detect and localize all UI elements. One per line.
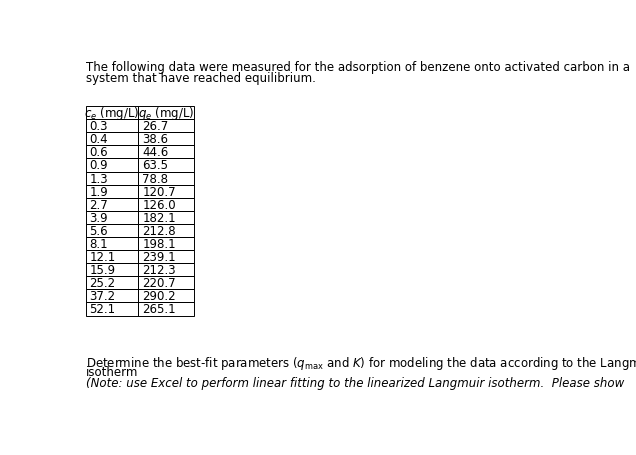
Text: 15.9: 15.9 bbox=[90, 263, 116, 277]
Bar bbox=[86, 290, 139, 303]
Bar bbox=[86, 277, 139, 290]
Text: 12.1: 12.1 bbox=[90, 251, 116, 263]
Bar bbox=[139, 120, 194, 133]
Text: 3.9: 3.9 bbox=[90, 212, 108, 224]
Text: 63.5: 63.5 bbox=[142, 159, 169, 172]
Bar bbox=[139, 146, 194, 159]
Text: 290.2: 290.2 bbox=[142, 290, 176, 303]
Text: isotherm: isotherm bbox=[86, 365, 138, 378]
Bar bbox=[139, 159, 194, 172]
Bar bbox=[86, 263, 139, 277]
Text: The following data were measured for the adsorption of benzene onto activated ca: The following data were measured for the… bbox=[86, 61, 630, 74]
Bar bbox=[139, 263, 194, 277]
Bar bbox=[86, 224, 139, 238]
Text: 220.7: 220.7 bbox=[142, 277, 176, 290]
Bar bbox=[86, 198, 139, 211]
Bar bbox=[139, 185, 194, 198]
Text: 120.7: 120.7 bbox=[142, 185, 176, 198]
Text: 37.2: 37.2 bbox=[90, 290, 116, 303]
Text: 2.7: 2.7 bbox=[90, 198, 108, 211]
Bar bbox=[86, 146, 139, 159]
Bar bbox=[139, 172, 194, 185]
Text: 8.1: 8.1 bbox=[90, 238, 108, 250]
Text: 198.1: 198.1 bbox=[142, 238, 176, 250]
Bar bbox=[86, 251, 139, 263]
Text: 44.6: 44.6 bbox=[142, 146, 169, 159]
Text: 1.9: 1.9 bbox=[90, 185, 108, 198]
Text: $q_e$ (mg/L): $q_e$ (mg/L) bbox=[138, 105, 195, 122]
Bar bbox=[86, 211, 139, 224]
Bar bbox=[86, 107, 139, 120]
Text: 5.6: 5.6 bbox=[90, 224, 108, 238]
Bar bbox=[86, 133, 139, 146]
Text: 0.4: 0.4 bbox=[90, 133, 108, 146]
Bar bbox=[139, 198, 194, 211]
Bar bbox=[139, 303, 194, 316]
Text: 182.1: 182.1 bbox=[142, 212, 176, 224]
Bar bbox=[139, 290, 194, 303]
Bar bbox=[86, 159, 139, 172]
Text: (Note: use Excel to perform linear fitting to the linearized Langmuir isotherm. : (Note: use Excel to perform linear fitti… bbox=[86, 376, 624, 389]
Text: 0.3: 0.3 bbox=[90, 120, 108, 133]
Text: 239.1: 239.1 bbox=[142, 251, 176, 263]
Text: Determine the best-fit parameters ($q_{\mathrm{max}}$ and $K$) for modeling the : Determine the best-fit parameters ($q_{\… bbox=[86, 354, 636, 371]
Text: 212.3: 212.3 bbox=[142, 263, 176, 277]
Text: 0.6: 0.6 bbox=[90, 146, 108, 159]
Text: 26.7: 26.7 bbox=[142, 120, 169, 133]
Bar bbox=[139, 224, 194, 238]
Text: 52.1: 52.1 bbox=[90, 303, 116, 316]
Bar bbox=[86, 120, 139, 133]
Bar bbox=[86, 238, 139, 251]
Bar bbox=[86, 303, 139, 316]
Text: 1.3: 1.3 bbox=[90, 172, 108, 185]
Text: $c_e$ (mg/L): $c_e$ (mg/L) bbox=[85, 105, 140, 122]
Text: 38.6: 38.6 bbox=[142, 133, 169, 146]
Text: 25.2: 25.2 bbox=[90, 277, 116, 290]
Bar bbox=[139, 133, 194, 146]
Bar bbox=[139, 251, 194, 263]
Text: 212.8: 212.8 bbox=[142, 224, 176, 238]
Bar bbox=[86, 185, 139, 198]
Bar bbox=[139, 238, 194, 251]
Bar bbox=[139, 107, 194, 120]
Text: 126.0: 126.0 bbox=[142, 198, 176, 211]
Bar bbox=[139, 211, 194, 224]
Text: 78.8: 78.8 bbox=[142, 172, 169, 185]
Bar bbox=[86, 172, 139, 185]
Bar bbox=[139, 277, 194, 290]
Text: 0.9: 0.9 bbox=[90, 159, 108, 172]
Text: 265.1: 265.1 bbox=[142, 303, 176, 316]
Text: system that have reached equilibrium.: system that have reached equilibrium. bbox=[86, 71, 315, 85]
